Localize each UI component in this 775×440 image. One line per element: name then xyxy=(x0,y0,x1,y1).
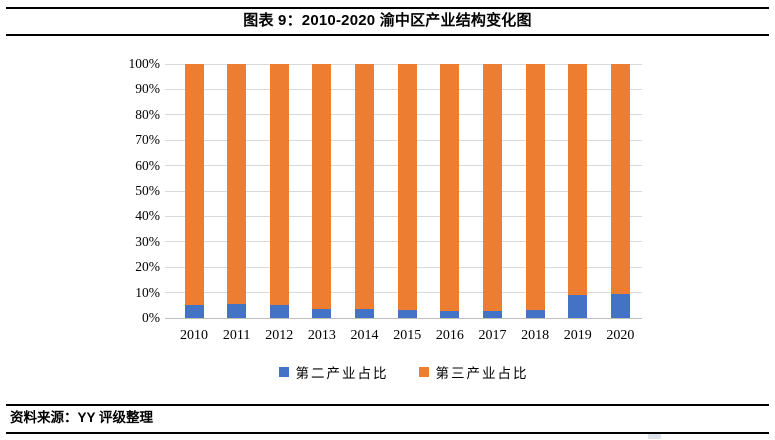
bar-2017-secondary xyxy=(482,310,502,318)
bar-2018-tertiary xyxy=(525,64,545,310)
bar-2018-secondary xyxy=(525,309,545,318)
bar-2010-tertiary xyxy=(184,64,204,306)
scrollbar-artifact xyxy=(648,434,661,439)
bar-2013-secondary xyxy=(312,309,332,318)
bar-2011-secondary xyxy=(227,304,247,318)
bar-2012-tertiary xyxy=(269,64,289,306)
top-divider xyxy=(6,7,769,9)
legend-item-tertiary: 第三产业占比 xyxy=(418,362,529,382)
x-tick-label: 2018 xyxy=(521,328,550,343)
bar-2017-tertiary xyxy=(482,64,502,311)
x-tick-label: 2017 xyxy=(478,328,507,343)
x-tick-label: 2013 xyxy=(307,328,336,343)
plot-area xyxy=(165,64,642,319)
legend-swatch-icon xyxy=(418,367,429,377)
bar-2014-tertiary xyxy=(355,64,375,310)
bar-2011-tertiary xyxy=(227,64,247,305)
footer-divider xyxy=(6,404,769,406)
bar-2015-secondary xyxy=(397,310,417,318)
source-note: 资料来源：YY 评级整理 xyxy=(10,410,154,425)
y-tick-label: 50% xyxy=(135,183,160,198)
x-tick-label: 2012 xyxy=(265,328,294,343)
bar-2014-secondary xyxy=(355,309,375,318)
y-tick-label: 70% xyxy=(135,132,160,148)
y-tick-label: 0% xyxy=(142,310,160,325)
bar-2015-tertiary xyxy=(397,64,417,311)
bar-2020-tertiary xyxy=(610,64,630,295)
x-axis-tick-labels: 2010 2011 2012 2013 2014 2015 2016 2017 2018 2019… xyxy=(165,327,642,345)
x-tick-label: 2015 xyxy=(393,328,422,343)
bar-2019-tertiary xyxy=(568,64,588,296)
bar-2020-secondary xyxy=(610,294,630,318)
x-tick-label: 2010 xyxy=(180,328,208,343)
x-tick-label: 2016 xyxy=(435,328,464,343)
legend-label: 第三产业占比 xyxy=(435,366,529,381)
x-tick-label: 2020 xyxy=(606,328,635,343)
x-tick-label: 2011 xyxy=(222,328,251,343)
figure-title: 图表 9：2010-2020 渝中区产业结构变化图 xyxy=(243,12,532,29)
y-tick-label: 100% xyxy=(128,56,161,71)
x-tick-label: 2019 xyxy=(563,328,592,343)
y-tick-label: 40% xyxy=(135,208,160,224)
x-axis-line xyxy=(165,317,642,319)
y-tick-label: 10% xyxy=(135,284,160,300)
bar-2019-secondary xyxy=(568,295,588,318)
bar-2016-tertiary xyxy=(440,64,460,311)
y-tick-label: 60% xyxy=(135,157,160,173)
y-tick-label: 30% xyxy=(135,233,160,249)
y-axis-tick-labels: 0% 10% 20% 30% 40% 50% 60% 70% 80% 90% 100% xyxy=(90,56,161,325)
bottom-divider xyxy=(6,432,769,434)
legend-label: 第二产业占比 xyxy=(295,366,389,381)
legend-item-secondary: 第二产业占比 xyxy=(278,362,389,382)
bar-2012-secondary xyxy=(269,305,289,318)
bar-2010-secondary xyxy=(184,305,204,318)
title-divider xyxy=(6,34,769,36)
y-tick-label: 90% xyxy=(135,81,160,97)
bar-2013-tertiary xyxy=(312,64,332,310)
y-tick-label: 20% xyxy=(135,259,160,275)
x-tick-label: 2014 xyxy=(350,328,379,343)
bar-2016-secondary xyxy=(440,310,460,318)
chart-legend: 第二产业占比 第三产业占比 xyxy=(165,362,642,382)
legend-swatch-icon xyxy=(278,367,289,377)
y-tick-label: 80% xyxy=(135,106,160,122)
